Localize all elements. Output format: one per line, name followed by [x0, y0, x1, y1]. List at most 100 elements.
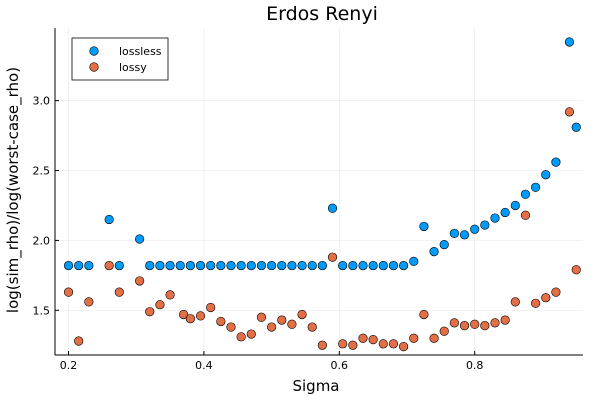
legend-marker-lossless	[89, 46, 99, 56]
lossy-point	[348, 340, 358, 350]
legend: lossless lossy	[71, 37, 169, 81]
lossy-point	[449, 318, 459, 328]
lossy-point	[531, 298, 541, 308]
lossless-point	[358, 260, 368, 271]
lossy-point	[551, 287, 561, 297]
chart-title: Erdos Renyi	[266, 3, 378, 25]
lossless-point	[564, 37, 575, 47]
lossless-point	[541, 170, 551, 180]
lossless-point	[470, 224, 480, 234]
lossless-point	[267, 260, 277, 271]
lossy-point	[439, 326, 449, 336]
lossless-point	[195, 260, 206, 271]
lossless-point	[368, 260, 378, 271]
tick-labels: 0.2 0.4 0.6 0.8 1.5 2.0 2.5 3.0	[33, 95, 484, 372]
lossy-point	[307, 322, 317, 332]
lossless-point	[226, 260, 236, 271]
y-tick-label: 2.0	[33, 234, 51, 247]
lossy-point	[246, 329, 256, 339]
lossless-point	[104, 214, 114, 225]
lossy-point	[256, 312, 267, 322]
lossy-point	[571, 265, 581, 275]
lossy-point	[179, 309, 189, 320]
y-tick-label: 2.5	[33, 165, 51, 178]
lossless-point	[236, 260, 246, 271]
lossy-point	[104, 260, 114, 271]
x-axis-label: Sigma	[292, 377, 339, 395]
lossy-point	[429, 333, 439, 343]
x-tick-label: 0.4	[195, 359, 213, 372]
lossless-point	[165, 260, 175, 271]
series-lossy	[63, 107, 581, 352]
lossless-point	[378, 260, 388, 271]
x-tick-label: 0.6	[331, 359, 349, 372]
lossless-point	[84, 260, 94, 271]
lossy-point	[206, 302, 216, 313]
lossless-point	[206, 260, 216, 271]
lossless-point	[551, 157, 561, 167]
lossless-point	[429, 246, 439, 257]
lossless-point	[388, 260, 399, 271]
lossy-point	[459, 321, 470, 331]
lossy-point	[185, 314, 195, 324]
lossless-point	[135, 234, 145, 244]
lossy-point	[236, 332, 246, 342]
lossless-point	[185, 260, 195, 271]
lossy-point	[165, 290, 175, 300]
lossless-point	[449, 228, 459, 239]
lossless-point	[510, 200, 520, 211]
lossy-point	[297, 309, 307, 320]
grid-lines	[55, 28, 583, 355]
lossless-point	[531, 182, 541, 192]
lossless-point	[459, 230, 470, 240]
lossy-point	[317, 340, 327, 350]
lossless-point	[327, 203, 338, 213]
x-tick-label: 0.2	[60, 359, 78, 372]
lossy-point	[195, 311, 206, 321]
lossy-point	[388, 339, 399, 349]
lossy-point	[338, 339, 348, 349]
lossy-point	[358, 333, 368, 343]
lossless-point	[500, 207, 510, 218]
lossy-point	[368, 335, 378, 345]
lossless-point	[307, 260, 317, 271]
legend-label-lossy: lossy	[119, 61, 147, 74]
legend-box	[71, 37, 169, 81]
lossless-point	[338, 260, 348, 271]
lossless-point	[571, 122, 581, 132]
y-tick-label: 1.5	[33, 304, 51, 317]
lossless-point	[246, 260, 256, 271]
lossless-point	[256, 260, 267, 271]
lossy-point	[480, 321, 490, 331]
lossy-point	[510, 297, 520, 307]
lossy-point	[216, 316, 226, 327]
lossy-point	[500, 315, 510, 325]
lossless-point	[419, 221, 429, 232]
lossy-point	[145, 307, 155, 317]
lossy-point	[409, 333, 419, 343]
y-tick-label: 3.0	[33, 95, 51, 108]
lossless-point	[439, 240, 449, 250]
lossy-point	[84, 297, 94, 307]
lossless-point	[409, 256, 419, 266]
lossy-point	[399, 342, 409, 352]
lossless-point	[399, 260, 409, 271]
lossy-point	[520, 210, 531, 220]
lossless-point	[175, 260, 185, 271]
axes	[54, 28, 583, 356]
lossy-point	[470, 319, 480, 329]
lossy-point	[277, 315, 287, 325]
lossy-point	[114, 287, 124, 297]
lossless-point	[287, 260, 297, 271]
series-lossless	[63, 37, 581, 271]
y-axis-label: log(sim_rho)/log(worst-case_rho)	[4, 67, 23, 313]
lossy-point	[419, 309, 429, 320]
lossless-point	[317, 260, 327, 271]
lossy-point	[226, 322, 236, 332]
lossy-point	[564, 107, 575, 117]
lossless-point	[297, 260, 307, 271]
lossy-point	[267, 322, 277, 332]
lossless-point	[348, 260, 358, 271]
lossless-point	[155, 260, 165, 271]
lossless-point	[520, 189, 531, 199]
